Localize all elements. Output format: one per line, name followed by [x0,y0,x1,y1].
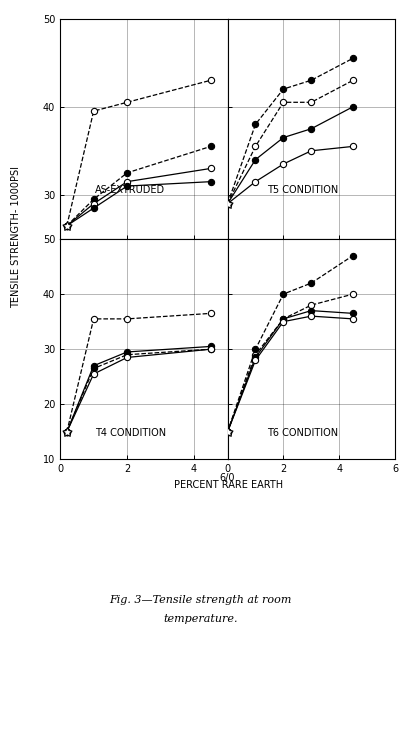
Text: T6 CONDITION: T6 CONDITION [267,428,338,438]
Text: TENSILE STRENGTH- 1000PSI: TENSILE STRENGTH- 1000PSI [11,166,21,308]
Text: 6/0: 6/0 [220,473,235,482]
Text: Fig. 3—Tensile strength at room: Fig. 3—Tensile strength at room [109,595,292,605]
Text: T4 CONDITION: T4 CONDITION [95,428,166,438]
Text: AS-EXTRUDED: AS-EXTRUDED [95,185,166,196]
Text: PERCENT RARE EARTH: PERCENT RARE EARTH [174,480,283,491]
Text: temperature.: temperature. [163,614,238,624]
Text: T5 CONDITION: T5 CONDITION [267,185,338,196]
